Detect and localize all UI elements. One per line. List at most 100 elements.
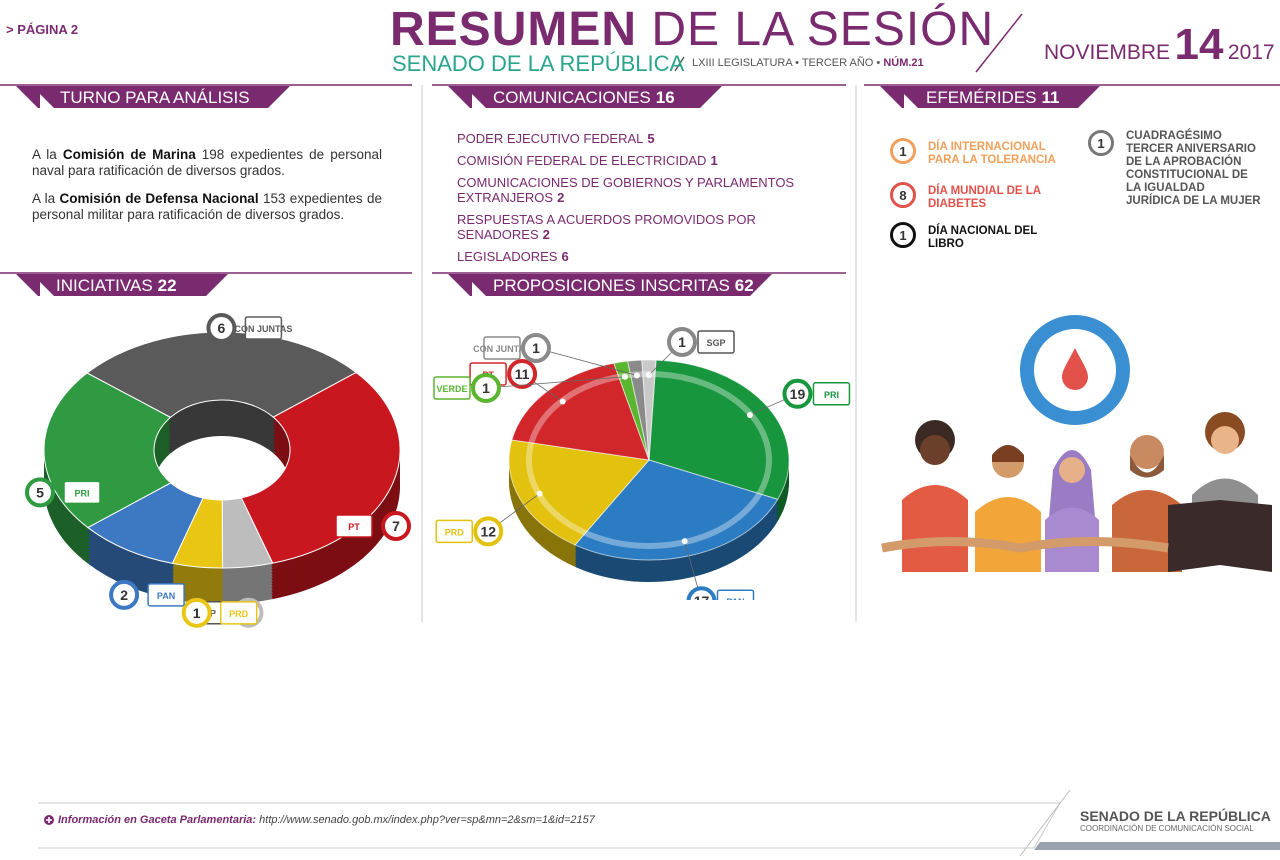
value-label: 17 [694,593,710,600]
value-label-circle [521,333,551,363]
item-count: 2 [557,190,565,205]
party-logo: CON JUNTAS [234,324,292,334]
list-item: RESPUESTAS A ACUERDOS PROMOVIDOS POR SEN… [457,212,827,242]
subtitle: SENADO DE LA REPÚBLICA [392,51,685,76]
paragraph-bold: Comisión de Marina [62,147,196,162]
efemeride: 1 CUADRAGÉSIMO TERCER ANIVERSARIO DE LA A… [1088,130,1261,208]
paragraph-pre: A la [32,191,56,206]
efemeride-label: DÍA MUNDIAL DE LA DIABETES [928,185,1041,210]
title-text: TURNO PARA ANÁLISIS [60,88,250,107]
value-label-circle [206,313,237,344]
issue-number: NÚM.21 [883,57,924,69]
leader-dot [621,373,628,380]
leader-dot [645,372,652,379]
footer-dept: COORDINACIÓN DE COMUNICACIÓN SOCIAL [1080,824,1254,833]
item-count: 2 [542,227,550,242]
leader-dot [746,411,753,418]
paragraph-post: 198 expedientes de personal naval para r… [32,147,382,178]
item-count: 5 [647,131,655,146]
item-count: 1 [710,153,718,168]
page-number: > PÁGINA 2 [6,22,79,37]
leader-line [535,347,637,376]
title-rest: DE LA SESIÓN [651,3,995,56]
efemeride-count: 1 [890,138,916,164]
section-title: COMUNICACIONES 16 [493,88,675,108]
value-label-circle [25,477,56,508]
party-logo-box [716,589,755,600]
paragraph: A la Comisión de Marina 198 expedientes … [32,147,382,179]
party-logo: PT [348,522,360,532]
list-item: PODER EJECUTIVO FEDERAL 5 [457,131,827,146]
total: 62 [734,276,754,295]
item-count: 6 [561,249,569,264]
efemeride-label: CUADRAGÉSIMO TERCER ANIVERSARIO DE LA AP… [1126,130,1261,207]
footer-label: Información en Gaceta Parlamentaria: [58,814,257,826]
party-logo: PRI [824,390,839,400]
party-logo: PRD [445,527,465,537]
party-logo-box [219,601,258,625]
section-title: TURNO PARA ANÁLISIS [60,88,250,108]
leader-dot [633,372,640,379]
value-label-circle [667,327,697,357]
total: 11 [1041,88,1060,107]
value-label: 2 [120,587,128,603]
value-label-circle [181,597,212,628]
party-logo: PAN [726,597,744,600]
party-logo: SGP [706,338,725,348]
paragraph: A la Comisión de Defensa Nacional 153 ex… [32,191,382,223]
leader-line [485,376,625,389]
party-logo-box [697,330,735,354]
leader-dot [559,398,566,405]
party-logo: PAN [157,591,175,601]
footer-url[interactable]: http://www.senado.gob.mx/index.php?ver=s… [259,814,595,826]
year: 2017 [1227,41,1275,64]
party-logo-box [483,336,521,360]
party-logo: PRI [74,488,89,498]
total: 16 [655,88,675,107]
paragraph-pre: A la [32,147,57,162]
value-label: 1 [193,605,201,621]
list-item: LEGISLADORES 6 [457,249,827,264]
section-tabs [16,86,1100,296]
efemeride-count: 1 [1088,130,1114,156]
item-label: RESPUESTAS A ACUERDOS PROMOVIDOS POR SEN… [457,212,756,242]
party-logo-box [812,382,851,406]
item-label: LEGISLADORES [457,249,558,264]
leader-dot [681,538,688,545]
party-logo-box [435,519,473,544]
party-logo-box [63,480,101,505]
value-label: 12 [480,523,496,539]
value-label: 5 [36,484,44,500]
value-label: 6 [218,320,226,336]
divider-slash [674,56,685,72]
section-title: EFEMÉRIDES 11 [926,88,1060,108]
value-label-circle [109,579,140,610]
list-item: COMISIÓN FEDERAL DE ELECTRICIDAD 1 [457,153,827,168]
footer-frame [38,789,1280,857]
party-logo-box [147,583,185,607]
party-logo-box [244,316,283,340]
section-title: INICIATIVAS 22 [56,276,177,296]
turno-list: A la Comisión de Marina 198 expedientes … [32,147,382,235]
efemeride: 8 DÍA MUNDIAL DE LA DIABETES [890,182,1058,211]
value-label-circle [782,378,813,409]
efemeride: 1 DÍA INTERNACIONAL PARA LA TOLERANCIA [890,138,1058,167]
value-label-circle [473,516,504,547]
efemeride: 1 DÍA NACIONAL DEL LIBRO [890,222,1058,251]
slice [508,439,650,546]
value-label: 1 [532,340,540,356]
legislature: LXIII LEGISLATURA • TERCER AÑO • NÚM.21 [692,57,924,69]
item-label: COMISIÓN FEDERAL DE ELECTRICIDAD [457,153,707,168]
title-bold: RESUMEN [390,3,638,56]
value-label-circle [381,510,411,541]
value-label: 1 [482,380,490,396]
value-label-circle [471,373,501,403]
paragraph-bold: Comisión de Defensa Nacional [59,191,259,206]
title-text: PROPOSICIONES INSCRITAS [493,276,730,295]
title: RESUMEN DE LA SESIÓN [390,2,994,57]
month: NOVIEMBRE [1044,41,1171,64]
value-label: 7 [392,518,400,534]
slice [574,459,779,561]
